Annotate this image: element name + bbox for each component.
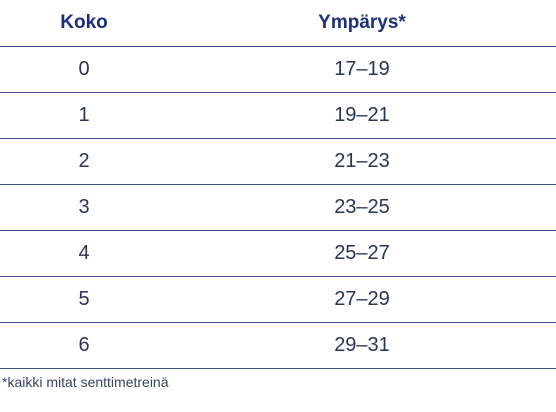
circumference-cell: 27–29 — [168, 276, 556, 323]
table-row: 1 19–21 — [0, 92, 556, 139]
circumference-cell: 25–27 — [168, 230, 556, 277]
size-cell: 0 — [0, 46, 168, 93]
circumference-cell: 23–25 — [168, 184, 556, 231]
circumference-cell: 19–21 — [168, 92, 556, 139]
size-cell: 3 — [0, 184, 168, 231]
size-cell: 4 — [0, 230, 168, 277]
circumference-cell: 29–31 — [168, 322, 556, 369]
size-table: Koko Ympärys* 0 17–19 1 19–21 2 21–23 3 … — [0, 0, 556, 369]
footnote: *kaikki mitat senttimetreinä — [2, 374, 169, 390]
table-row: 2 21–23 — [0, 138, 556, 185]
table-row: 4 25–27 — [0, 230, 556, 277]
table-row: 6 29–31 — [0, 322, 556, 369]
size-cell: 6 — [0, 322, 168, 369]
column-header-circumference: Ympärys* — [168, 0, 556, 47]
table-row: 3 23–25 — [0, 184, 556, 231]
table-header-row: Koko Ympärys* — [0, 0, 556, 47]
size-cell: 1 — [0, 92, 168, 139]
table-row: 5 27–29 — [0, 276, 556, 323]
table-row: 0 17–19 — [0, 46, 556, 93]
circumference-cell: 21–23 — [168, 138, 556, 185]
size-cell: 2 — [0, 138, 168, 185]
size-cell: 5 — [0, 276, 168, 323]
circumference-cell: 17–19 — [168, 46, 556, 93]
column-header-size: Koko — [0, 0, 168, 47]
